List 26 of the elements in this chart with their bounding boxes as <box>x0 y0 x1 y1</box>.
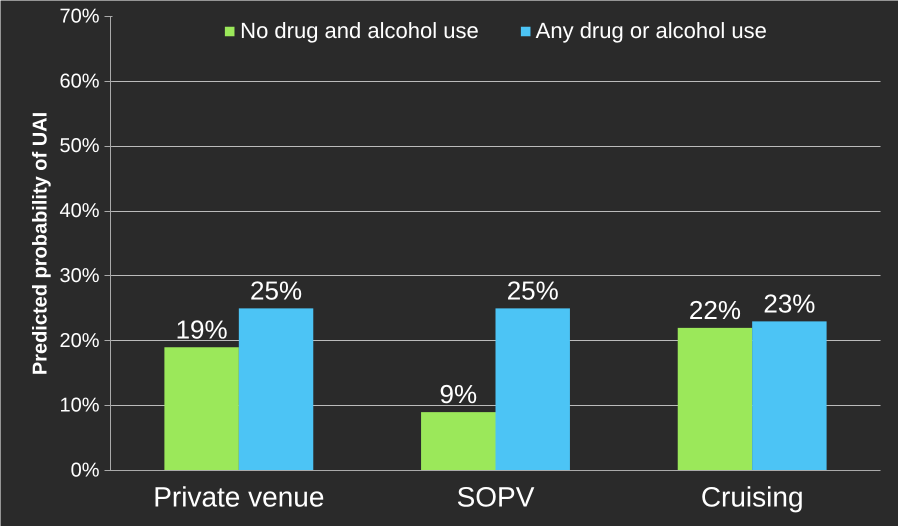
data-label: 23% <box>763 288 816 318</box>
y-tick-label: 30% <box>59 264 100 287</box>
legend-label: No drug and alcohol use <box>240 18 479 44</box>
data-label: 19% <box>176 314 228 344</box>
x-tick-label: SOPV <box>456 482 535 512</box>
y-tick-label: 60% <box>59 70 100 92</box>
bar <box>238 308 314 470</box>
y-tick-label: 10% <box>59 394 100 417</box>
y-tick-label: 40% <box>59 200 100 222</box>
bar <box>421 412 496 470</box>
bar <box>496 308 570 470</box>
y-tick-label: 20% <box>59 330 100 352</box>
data-label: 25% <box>506 275 559 306</box>
legend-label: Any drug or alcohol use <box>536 18 767 44</box>
data-label: 22% <box>688 294 741 325</box>
y-axis-title: Predicted probability of UAI <box>29 112 52 376</box>
bar <box>164 347 239 470</box>
data-label: 9% <box>439 379 478 410</box>
x-tick-label: Cruising <box>700 482 804 512</box>
bar <box>752 321 827 470</box>
x-tick-label: Private venue <box>153 482 324 512</box>
data-label: 25% <box>250 275 302 306</box>
bar <box>678 328 752 470</box>
y-tick-label: 50% <box>59 135 100 158</box>
y-tick-label: 0% <box>70 460 100 482</box>
y-tick-label: 70% <box>59 6 100 28</box>
